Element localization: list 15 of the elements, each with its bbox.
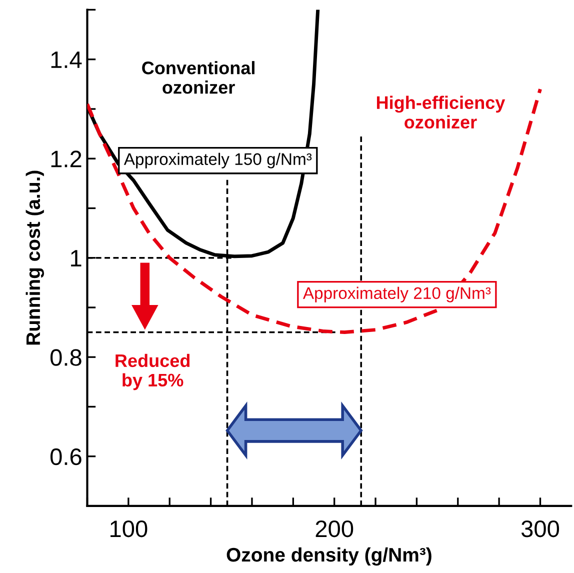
annotation: Reduced by 15% — [116, 354, 190, 390]
series-label: High-efficiency ozonizer — [376, 96, 506, 129]
x-axis-title: Ozone density (g/Nm³) — [226, 547, 432, 566]
y-axis-title: Running cost (a.u.) — [26, 170, 44, 345]
y-tick-label: 0.8 — [50, 349, 82, 366]
text: Conventional ozonizer — [142, 61, 254, 94]
y-tick-label: 0.6 — [50, 448, 82, 466]
y-tick-label: 1 — [71, 250, 82, 266]
x-tick-label: 300 — [521, 520, 560, 538]
x-tick-label: 100 — [110, 520, 148, 538]
y-tick-label: 1.4 — [51, 52, 82, 68]
annotation: Approximately 210 g/Nm³ — [302, 286, 491, 302]
y-tick-label: 1.2 — [51, 150, 82, 168]
annotation: Approximately 150 g/Nm³ — [124, 152, 312, 168]
x-tick-label: 200 — [316, 520, 354, 538]
